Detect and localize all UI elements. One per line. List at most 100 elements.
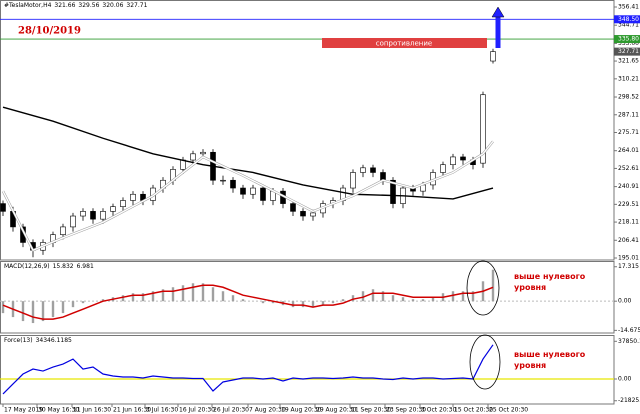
macd-bar [411, 299, 415, 302]
y-tick-label: 37850.17 [618, 338, 640, 345]
date-note: 28/10/2019 [18, 26, 81, 37]
macd-bar [31, 301, 35, 324]
candle-body [230, 179, 236, 189]
force-header: Force(13) 34346.1185 [4, 337, 72, 344]
macd-bar [201, 283, 205, 302]
candle-body [110, 206, 116, 212]
y-tick-label: 218.11 [618, 219, 639, 226]
y-tick-label: 264.01 [618, 147, 639, 154]
macd-bar [261, 301, 265, 304]
resistance-box [322, 38, 487, 48]
x-tick-label: 19 Aug 20:30 [281, 407, 322, 414]
macd-header: MACD(12,26,9) 15.832 6.981 [4, 263, 94, 270]
resistance-label: сопротивление [376, 40, 432, 48]
x-tick-label: 11 Sep 20:30 [351, 407, 391, 414]
macd-bar [131, 293, 135, 302]
y-tick-label: 17.315 [618, 263, 639, 270]
y-tick-label: 229.51 [618, 201, 639, 208]
macd-bar [241, 299, 245, 302]
candle-body [100, 211, 106, 220]
x-tick-label: 26 Jul 20:30 [213, 407, 249, 414]
macd-bar [351, 295, 355, 302]
arrow-head [491, 6, 505, 18]
signal-last: 6.981 [77, 263, 94, 270]
macd-bar [341, 299, 345, 302]
ma-line [2, 140, 494, 252]
macd-bar [121, 295, 125, 302]
annotation: выше нулевого уровня [514, 272, 586, 292]
x-tick-label: 23 Sep 20:30 [386, 407, 426, 414]
macd-bar [21, 301, 25, 322]
x-tick-label: 15 Oct 20:30 [454, 407, 493, 414]
macd-bar [461, 291, 465, 302]
candle-body [190, 153, 196, 161]
macd-bar [491, 269, 495, 302]
plot-layer [0, 6, 617, 407]
x-tick-label: 21 Jun 16:30 [113, 407, 151, 414]
y-tick-label: 252.61 [618, 165, 639, 172]
macd-panel [0, 261, 615, 334]
annotation-line: уровня [514, 361, 546, 370]
macd-bar [391, 295, 395, 302]
highlight-ellipse [469, 334, 501, 390]
macd-bar [191, 283, 195, 302]
level-label: 335.80 [618, 36, 639, 43]
candle-body [350, 172, 356, 189]
y-tick-label: 356.41 [618, 4, 639, 11]
x-tick-label: 17 May 2019 [4, 407, 43, 414]
x-tick-label: 3 Jul 16:30 [146, 407, 178, 414]
annotation: выше нулевого уровня [514, 350, 586, 370]
candle-body [240, 187, 246, 195]
ma-line [2, 106, 494, 200]
macd-bar [71, 301, 75, 308]
candle-body [390, 179, 396, 204]
price-tag [614, 47, 640, 56]
y-tick-label: 344.71 [618, 22, 639, 29]
macd-bar [331, 301, 335, 304]
y-tick-label: 0.00 [618, 375, 632, 382]
macd-bar [431, 297, 435, 302]
macd-bar [161, 289, 165, 302]
macd-bar [41, 301, 45, 322]
macd-bar [401, 297, 405, 302]
y-tick-label: -14.675 [618, 327, 640, 334]
level-tag [614, 15, 640, 24]
macd-bar [51, 301, 55, 318]
x-tick-label: 30 May 16:30 [38, 407, 79, 414]
level-tag [614, 35, 640, 44]
candle-body [120, 200, 126, 207]
x-tick-label: 11 Jun 16:30 [73, 407, 111, 414]
candle-body [370, 167, 376, 173]
macd-bar [171, 287, 175, 302]
candle-body [200, 151, 206, 155]
macd-bar [231, 295, 235, 302]
force-panel [0, 335, 615, 405]
y-tick-label: 310.21 [618, 75, 639, 82]
y-tick-label: 287.11 [618, 111, 639, 118]
y-tick-label: 195.01 [618, 255, 639, 262]
macd-bar [451, 291, 455, 302]
macd-bar [141, 293, 145, 302]
header-low: 320.06 [102, 2, 123, 9]
macd-bar [81, 301, 85, 304]
macd-bar [371, 289, 375, 302]
macd-bar [311, 301, 315, 308]
macd-bar [151, 291, 155, 302]
macd-bar [321, 301, 325, 306]
candle-body [0, 203, 6, 212]
macd-bar [361, 291, 365, 302]
x-tick-label: 29 Aug 20:30 [316, 407, 357, 414]
candle-body [60, 226, 66, 235]
candle-body [290, 203, 296, 212]
macd-bar [181, 285, 185, 302]
candle-body [260, 187, 266, 201]
macd-last: 15.832 [53, 263, 74, 270]
macd-title: MACD(12,26,9) [4, 263, 50, 270]
candle-body [490, 51, 496, 62]
header-open: 321.66 [54, 2, 75, 9]
macd-bar [101, 299, 105, 302]
macd-bar [301, 301, 305, 308]
macd-bar [211, 287, 215, 302]
